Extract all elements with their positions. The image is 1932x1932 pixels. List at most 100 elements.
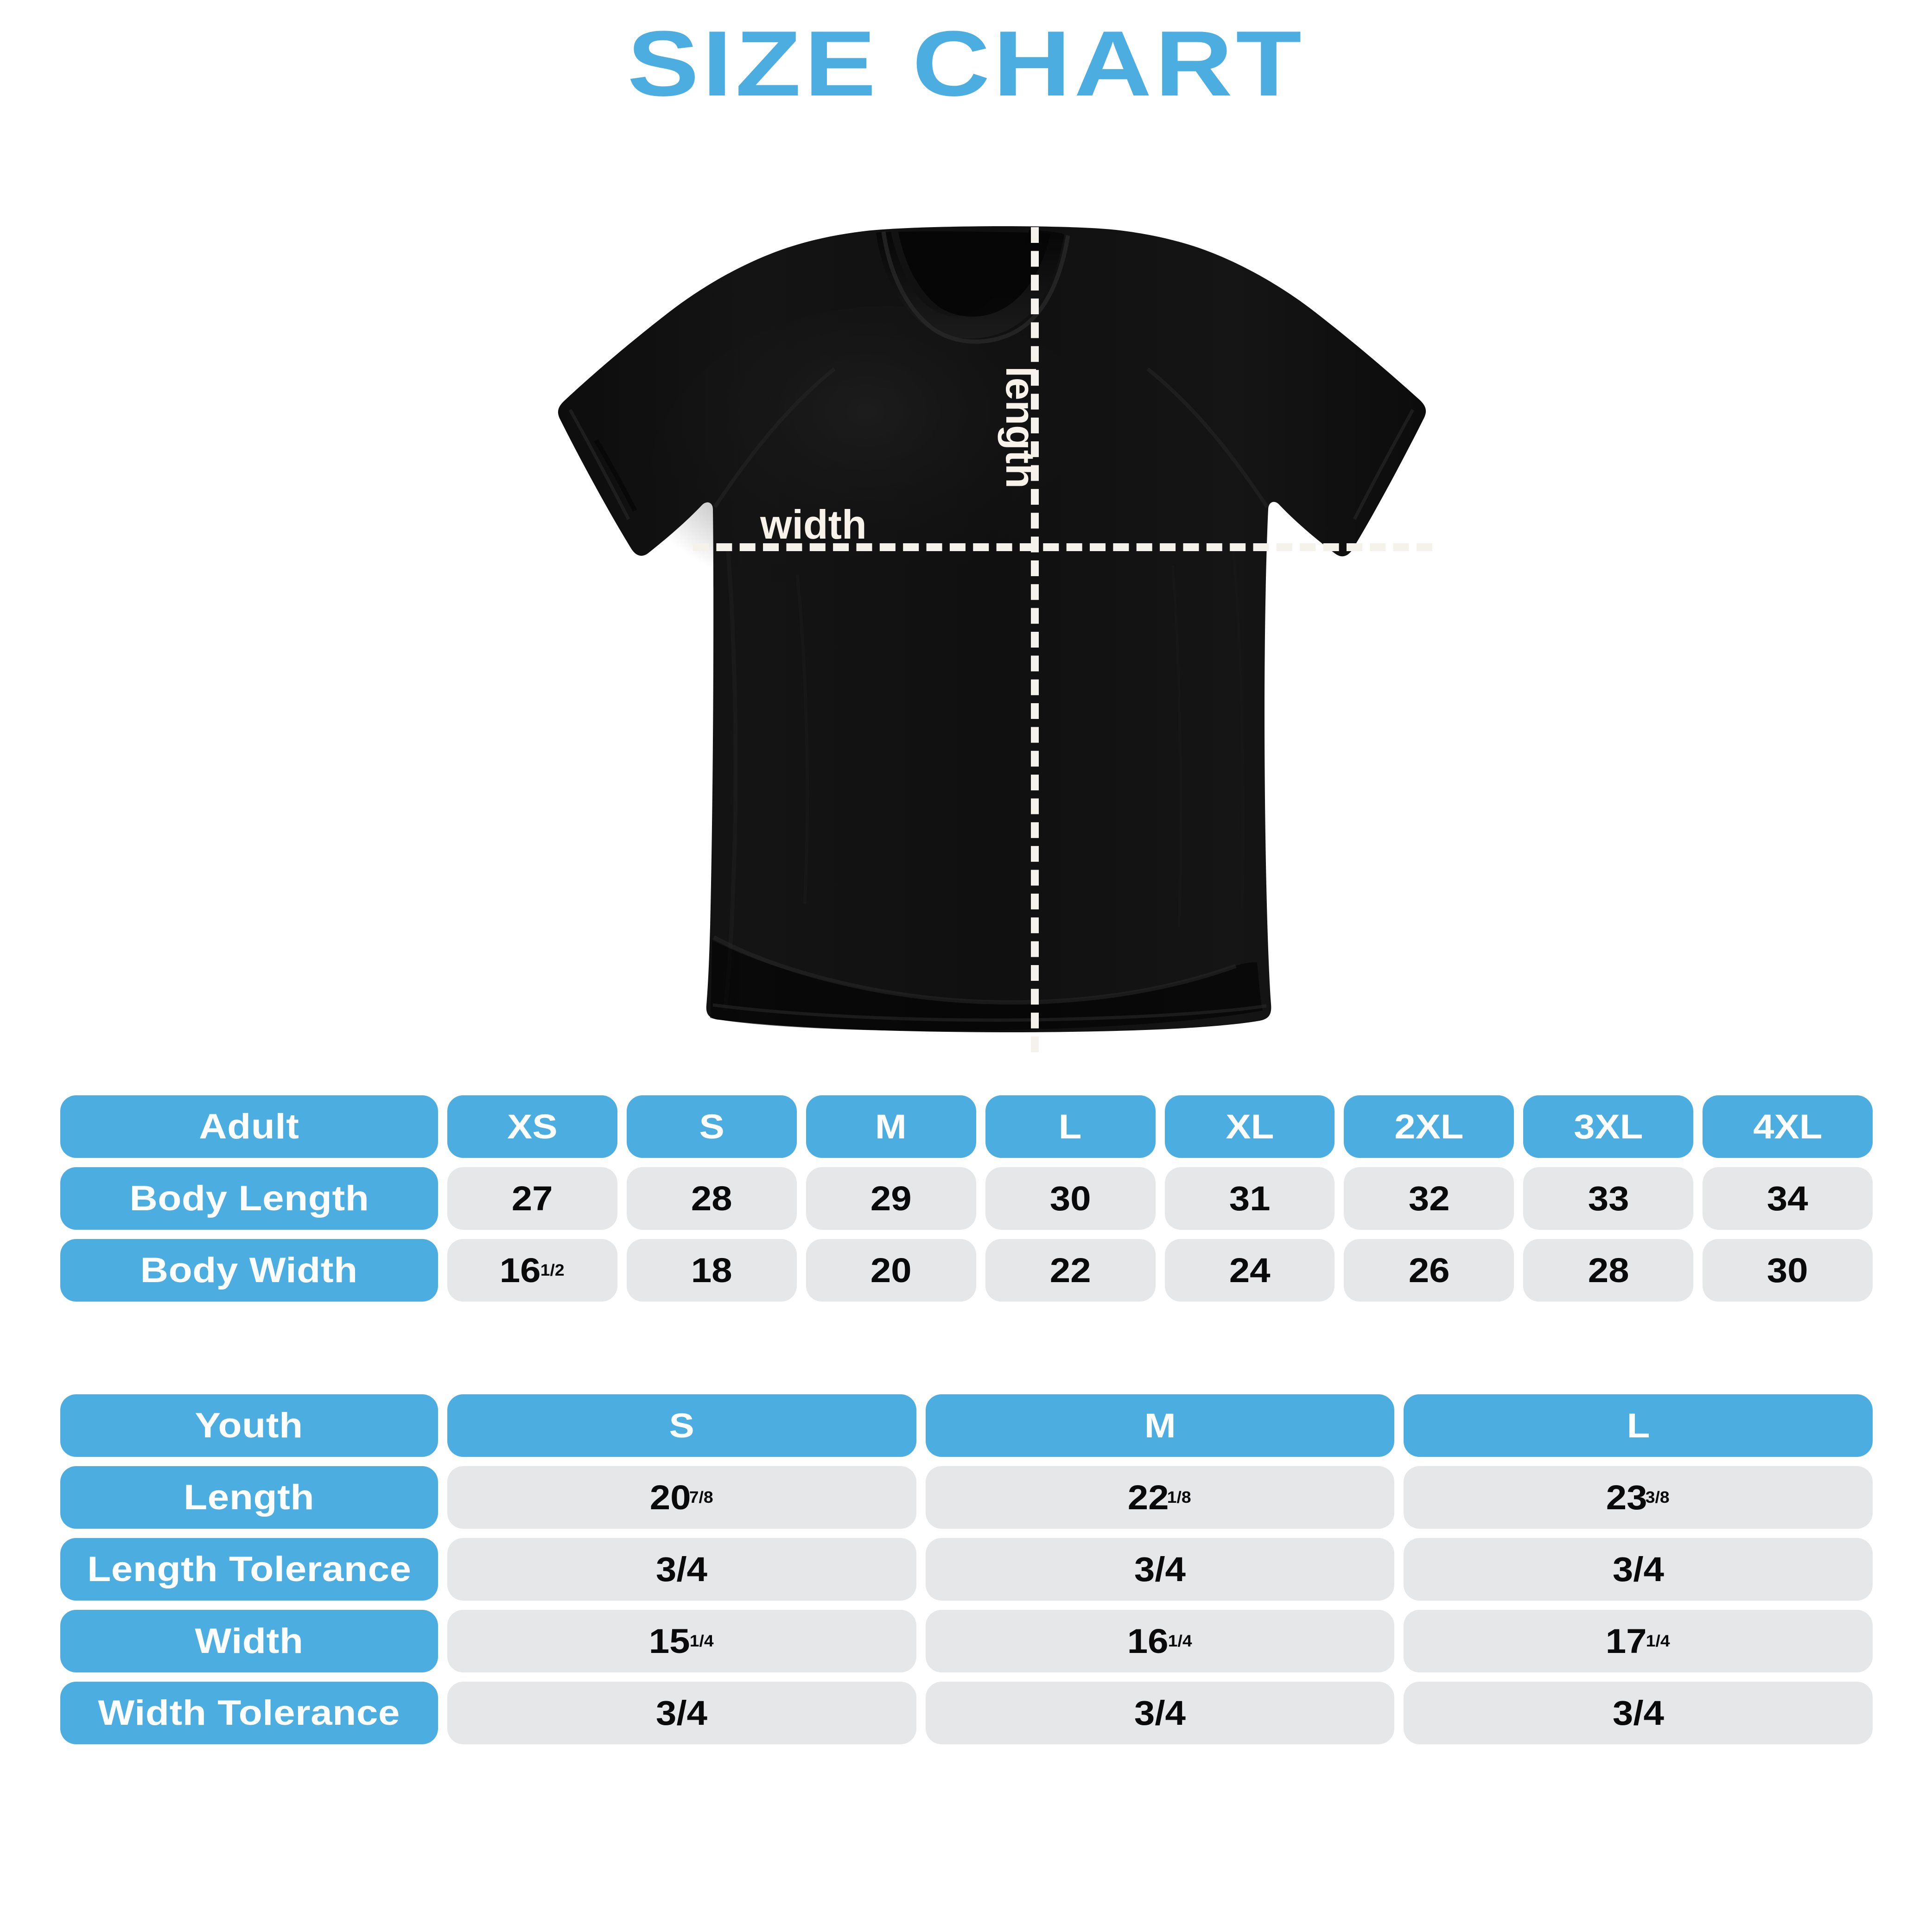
- youth-column-header-l[interactable]: L: [1404, 1394, 1873, 1457]
- youth-row-label-3[interactable]: Width Tolerance: [60, 1682, 438, 1744]
- youth-cell-2-2[interactable]: 17 1/4: [1404, 1610, 1873, 1672]
- adult-column-header-2xl-text: 2XL: [1394, 1107, 1464, 1146]
- adult-column-header-4xl[interactable]: 4XL: [1703, 1095, 1873, 1158]
- youth-column-header-s-text: S: [669, 1406, 694, 1445]
- adult-row-label-0[interactable]: Body Length: [60, 1167, 438, 1230]
- youth-cell-1-0[interactable]: 3/4: [447, 1538, 916, 1601]
- youth-column-header-m-text: M: [1144, 1406, 1176, 1445]
- adult-column-header-3xl[interactable]: 3XL: [1523, 1095, 1694, 1158]
- youth-cell-1-2-text: 3/4: [1612, 1550, 1664, 1589]
- adult-column-header-xl[interactable]: XL: [1164, 1095, 1335, 1158]
- adult-cell-1-0[interactable]: 16 1/2: [447, 1239, 617, 1302]
- adult-cell-0-4-text: 31: [1229, 1179, 1271, 1218]
- adult-header-label-text: Adult: [199, 1106, 299, 1146]
- adult-column-header-m-text: M: [875, 1107, 907, 1146]
- adult-cell-0-5[interactable]: 32: [1344, 1167, 1514, 1230]
- youth-header-label[interactable]: Youth: [60, 1394, 438, 1457]
- adult-cell-1-1[interactable]: 18: [626, 1239, 797, 1302]
- youth-cell-3-2[interactable]: 3/4: [1404, 1682, 1873, 1744]
- adult-column-header-m[interactable]: M: [806, 1095, 976, 1158]
- adult-cell-1-2-text: 20: [870, 1251, 912, 1290]
- table-row: Body Length 27 28 29 30 31 32 33 34: [60, 1167, 1873, 1230]
- youth-cell-0-1-fraction: 1/8: [1167, 1487, 1191, 1506]
- youth-cell-0-2[interactable]: 23 3/8: [1404, 1466, 1873, 1529]
- adult-cell-1-6[interactable]: 28: [1523, 1239, 1694, 1302]
- youth-cell-3-1[interactable]: 3/4: [925, 1682, 1395, 1744]
- width-guide-line: [693, 543, 1432, 551]
- adult-cell-1-0-text: 16: [499, 1251, 541, 1290]
- adult-cell-1-1-text: 18: [691, 1251, 732, 1290]
- youth-cell-2-1-fraction: 1/4: [1168, 1631, 1192, 1650]
- table-row: Body Width 16 1/2 18 20 22 24 26 28 30: [60, 1239, 1873, 1302]
- adult-column-header-xl-text: XL: [1225, 1107, 1274, 1146]
- adult-cell-0-4[interactable]: 31: [1164, 1167, 1335, 1230]
- youth-cell-2-1-text: 16: [1127, 1621, 1169, 1660]
- adult-cell-0-2[interactable]: 29: [806, 1167, 976, 1230]
- adult-header-label[interactable]: Adult: [60, 1095, 438, 1158]
- adult-row-label-0-text: Body Length: [129, 1178, 369, 1218]
- youth-cell-1-1-text: 3/4: [1134, 1550, 1186, 1589]
- youth-row-label-3-text: Width Tolerance: [98, 1693, 400, 1733]
- youth-cell-0-1-text: 22: [1128, 1478, 1169, 1517]
- youth-row-label-2-text: Width: [195, 1621, 304, 1661]
- youth-row-label-1-text: Length Tolerance: [87, 1549, 412, 1589]
- table-row: Length Tolerance 3/4 3/4 3/4: [60, 1538, 1873, 1601]
- adult-cell-0-6[interactable]: 33: [1523, 1167, 1694, 1230]
- adult-cell-0-7[interactable]: 34: [1703, 1167, 1873, 1230]
- youth-header-row: Youth S M L: [60, 1394, 1873, 1457]
- youth-cell-2-0[interactable]: 15 1/4: [447, 1610, 916, 1672]
- tshirt-diagram: width length: [510, 222, 1446, 1052]
- adult-cell-0-0[interactable]: 27: [447, 1167, 617, 1230]
- youth-row-label-2[interactable]: Width: [60, 1610, 438, 1672]
- youth-row-label-0[interactable]: Length: [60, 1466, 438, 1529]
- adult-row-label-1-text: Body Width: [140, 1250, 358, 1290]
- adult-column-header-xs[interactable]: XS: [447, 1095, 617, 1158]
- youth-cell-2-1[interactable]: 16 1/4: [925, 1610, 1395, 1672]
- youth-cell-0-2-text: 23: [1606, 1478, 1647, 1517]
- width-label: width: [760, 502, 867, 547]
- adult-column-header-3xl-text: 3XL: [1574, 1107, 1643, 1146]
- adult-cell-0-1[interactable]: 28: [626, 1167, 797, 1230]
- youth-cell-3-0-text: 3/4: [656, 1693, 708, 1732]
- adult-cell-1-4[interactable]: 24: [1164, 1239, 1335, 1302]
- adult-cell-1-7-text: 30: [1767, 1251, 1809, 1290]
- adult-column-header-2xl[interactable]: 2XL: [1344, 1095, 1514, 1158]
- length-guide-line: [1031, 227, 1039, 1052]
- adult-size-table: Adult XS S M L XL 2XL 3XL 4XL Body Length 27 28 29 30…: [60, 1095, 1873, 1302]
- youth-cell-1-0-text: 3/4: [656, 1550, 708, 1589]
- youth-cell-3-2-text: 3/4: [1612, 1693, 1664, 1732]
- youth-column-header-m[interactable]: M: [925, 1394, 1395, 1457]
- adult-cell-0-3[interactable]: 30: [985, 1167, 1156, 1230]
- page-title: SIZE CHART: [627, 12, 1305, 115]
- adult-column-header-s[interactable]: S: [626, 1095, 797, 1158]
- adult-cell-1-3-text: 22: [1049, 1251, 1091, 1290]
- adult-row-label-1[interactable]: Body Width: [60, 1239, 438, 1302]
- youth-cell-0-0[interactable]: 20 7/8: [447, 1466, 916, 1529]
- adult-cell-0-5-text: 32: [1408, 1179, 1450, 1218]
- youth-row-label-1[interactable]: Length Tolerance: [60, 1538, 438, 1601]
- youth-cell-0-2-fraction: 3/8: [1645, 1487, 1670, 1506]
- tshirt-illustration: [558, 226, 1426, 1033]
- youth-cell-2-0-fraction: 1/4: [689, 1631, 714, 1650]
- youth-column-header-s[interactable]: S: [447, 1394, 916, 1457]
- youth-cell-1-2[interactable]: 3/4: [1404, 1538, 1873, 1601]
- youth-cell-2-2-text: 17: [1605, 1621, 1647, 1660]
- youth-cell-3-0[interactable]: 3/4: [447, 1682, 916, 1744]
- youth-cell-0-0-fraction: 7/8: [689, 1487, 713, 1506]
- table-row: Length 20 7/8 22 1/8 23 3/8: [60, 1466, 1873, 1529]
- table-row: Width 15 1/4 16 1/4 17 1/4: [60, 1610, 1873, 1672]
- adult-cell-1-3[interactable]: 22: [985, 1239, 1156, 1302]
- adult-cell-1-5-text: 26: [1408, 1251, 1450, 1290]
- adult-cell-1-2[interactable]: 20: [806, 1239, 976, 1302]
- adult-column-header-l[interactable]: L: [985, 1095, 1156, 1158]
- adult-cell-1-0-fraction: 1/2: [540, 1260, 565, 1279]
- adult-cell-0-6-text: 33: [1588, 1179, 1629, 1218]
- youth-cell-1-1[interactable]: 3/4: [925, 1538, 1395, 1601]
- adult-cell-0-2-text: 29: [870, 1179, 912, 1218]
- adult-cell-1-7[interactable]: 30: [1703, 1239, 1873, 1302]
- adult-cell-1-5[interactable]: 26: [1344, 1239, 1514, 1302]
- adult-cell-0-7-text: 34: [1767, 1179, 1809, 1218]
- youth-cell-0-1[interactable]: 22 1/8: [925, 1466, 1395, 1529]
- youth-column-header-l-text: L: [1627, 1406, 1650, 1445]
- adult-column-header-l-text: L: [1059, 1107, 1082, 1146]
